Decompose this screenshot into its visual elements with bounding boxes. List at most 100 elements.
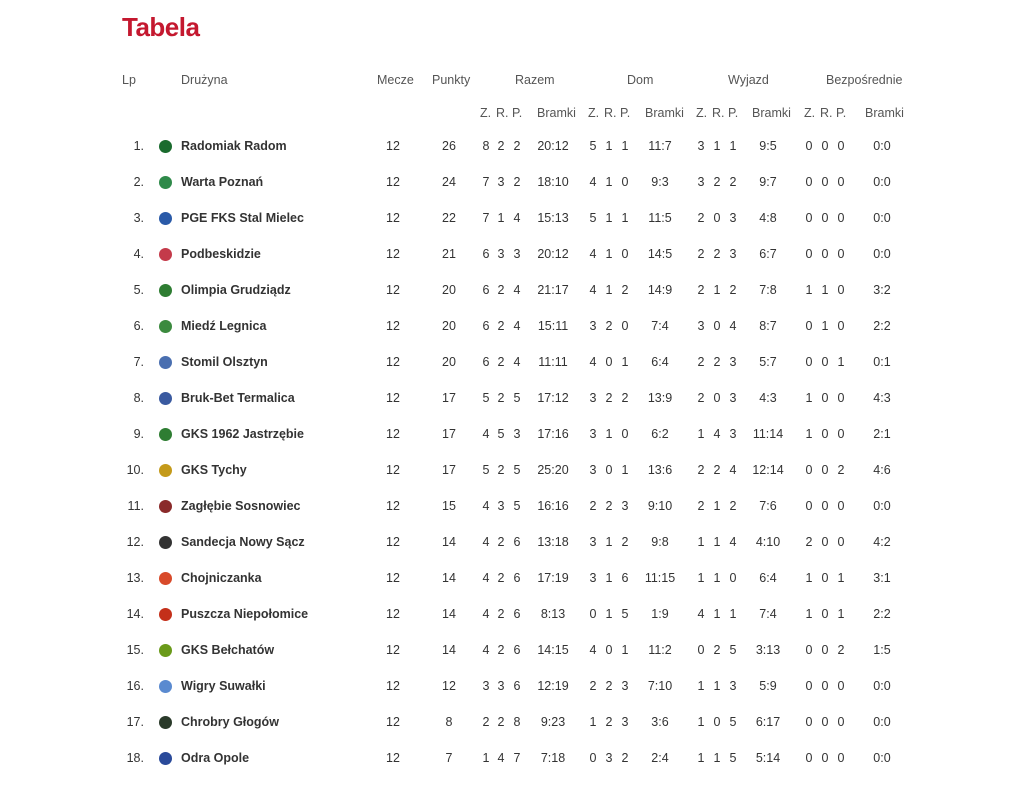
d-goals: 2:1 xyxy=(873,427,891,441)
h-draws: 1 xyxy=(605,211,613,225)
h-wins: 3 xyxy=(589,427,597,441)
h-wins: 4 xyxy=(589,643,597,657)
a-goals: 7:8 xyxy=(759,283,777,297)
a-losses: 0 xyxy=(729,571,737,585)
d-goals: 0:0 xyxy=(873,499,891,513)
table-row[interactable]: 11. Zagłębie Sosnowiec 12 15 4 3 5 16:16 2 2 3 9:10… xyxy=(0,488,1024,524)
matches-played: 12 xyxy=(386,427,400,441)
d-wins: 0 xyxy=(805,751,813,765)
h-goals: 7:4 xyxy=(651,319,669,333)
t-draws: 2 xyxy=(497,463,505,477)
t-losses: 5 xyxy=(513,499,521,513)
table-row[interactable]: 3. PGE FKS Stal Mielec 12 22 7 1 4 15:13 5 1 1 11:5… xyxy=(0,200,1024,236)
subheader-r: R. xyxy=(604,106,617,120)
table-row[interactable]: 13. Chojniczanka 12 14 4 2 6 17:19 3 1 6 11:15 1 1 0 6:… xyxy=(0,560,1024,596)
h-wins: 2 xyxy=(589,499,597,513)
table-row[interactable]: 12. Sandecja Nowy Sącz 12 14 4 2 6 13:18 3 1 2 9:8 1… xyxy=(0,524,1024,560)
team-name[interactable]: Sandecja Nowy Sącz xyxy=(181,535,305,549)
table-row[interactable]: 10. GKS Tychy 12 17 5 2 5 25:20 3 0 1 13:6 2 2 4 12:14 0… xyxy=(0,452,1024,488)
points: 17 xyxy=(442,427,456,441)
h-wins: 5 xyxy=(589,211,597,225)
points: 20 xyxy=(442,319,456,333)
team-name[interactable]: Stomil Olsztyn xyxy=(181,355,268,369)
team-name[interactable]: Miedź Legnica xyxy=(181,319,267,333)
h-losses: 0 xyxy=(621,319,629,333)
team-name[interactable]: Puszcza Niepołomice xyxy=(181,607,309,621)
t-draws: 5 xyxy=(497,427,505,441)
d-goals: 0:0 xyxy=(873,211,891,225)
matches-played: 12 xyxy=(386,175,400,189)
table-row[interactable]: 1. Radomiak Radom 12 26 8 2 2 20:12 5 1 1 11:7 3 1 1 9:… xyxy=(0,128,1024,164)
team-crest-icon xyxy=(159,680,172,693)
table-row[interactable]: 16. Wigry Suwałki 12 12 3 3 6 12:19 2 2 3 7:10 1 1 3 5:… xyxy=(0,668,1024,704)
table-row[interactable]: 14. Puszcza Niepołomice 12 14 4 2 6 8:13 0 1 5 1:9 4… xyxy=(0,596,1024,632)
d-wins: 0 xyxy=(805,679,813,693)
h-goals: 13:9 xyxy=(647,391,673,405)
h-losses: 6 xyxy=(621,571,629,585)
a-draws: 1 xyxy=(713,571,721,585)
team-name[interactable]: Wigry Suwałki xyxy=(181,679,266,693)
team-name[interactable]: Chrobry Głogów xyxy=(181,715,279,729)
matches-played: 12 xyxy=(386,355,400,369)
a-draws: 0 xyxy=(713,319,721,333)
d-losses: 0 xyxy=(837,427,845,441)
table-row[interactable]: 9. GKS 1962 Jastrzębie 12 17 4 5 3 17:16 3 1 0 6:2 1… xyxy=(0,416,1024,452)
table-row[interactable]: 5. Olimpia Grudziądz 12 20 6 2 4 21:17 4 1 2 14:9 2 1… xyxy=(0,272,1024,308)
points: 22 xyxy=(442,211,456,225)
d-goals: 4:6 xyxy=(873,463,891,477)
subheader-g: Bramki xyxy=(752,106,791,120)
t-draws: 2 xyxy=(497,643,505,657)
d-draws: 0 xyxy=(821,715,829,729)
a-wins: 2 xyxy=(697,463,705,477)
team-name[interactable]: PGE FKS Stal Mielec xyxy=(181,211,304,225)
position: 9. xyxy=(133,427,144,441)
team-name[interactable]: Odra Opole xyxy=(181,751,250,765)
points: 26 xyxy=(442,139,456,153)
table-row[interactable]: 4. Podbeskidzie 12 21 6 3 3 20:12 4 1 0 14:5 2 2 3 6:7 0… xyxy=(0,236,1024,272)
d-draws: 0 xyxy=(821,247,829,261)
table-row[interactable]: 2. Warta Poznań 12 24 7 3 2 18:10 4 1 0 9:3 3 2 2 9:7 0 0… xyxy=(0,164,1024,200)
t-goals: 13:18 xyxy=(537,535,569,549)
table-row[interactable]: 7. Stomil Olsztyn 12 20 6 2 4 11:11 4 0 1 6:4 2 2 3 5:7… xyxy=(0,344,1024,380)
team-name[interactable]: Zagłębie Sosnowiec xyxy=(181,499,301,513)
a-losses: 5 xyxy=(729,751,737,765)
table-row[interactable]: 17. Chrobry Głogów 12 8 2 2 8 9:23 1 2 3 3:6 1 0 5 6:17… xyxy=(0,704,1024,740)
t-wins: 5 xyxy=(482,463,490,477)
team-name[interactable]: GKS 1962 Jastrzębie xyxy=(181,427,304,441)
d-losses: 2 xyxy=(837,643,845,657)
t-draws: 2 xyxy=(497,355,505,369)
team-name[interactable]: Olimpia Grudziądz xyxy=(181,283,291,297)
a-losses: 1 xyxy=(729,607,737,621)
h-losses: 1 xyxy=(621,211,629,225)
d-draws: 0 xyxy=(821,679,829,693)
table-row[interactable]: 6. Miedź Legnica 12 20 6 2 4 15:11 3 2 0 7:4 3 0 4 8:7 0… xyxy=(0,308,1024,344)
d-goals: 3:1 xyxy=(873,571,891,585)
d-wins: 0 xyxy=(805,463,813,477)
team-name[interactable]: Bruk-Bet Termalica xyxy=(181,391,295,405)
team-name[interactable]: GKS Bełchatów xyxy=(181,643,275,657)
team-name[interactable]: Warta Poznań xyxy=(181,175,264,189)
h-losses: 2 xyxy=(621,283,629,297)
d-losses: 0 xyxy=(837,679,845,693)
subheader-z: Z. xyxy=(588,106,600,120)
team-name[interactable]: Podbeskidzie xyxy=(181,247,261,261)
team-name[interactable]: GKS Tychy xyxy=(181,463,247,477)
subheader-p: P. xyxy=(836,106,847,120)
t-losses: 2 xyxy=(513,139,521,153)
team-name[interactable]: Radomiak Radom xyxy=(181,139,287,153)
table-row[interactable]: 18. Odra Opole 12 7 1 4 7 7:18 0 3 2 2:4 1 1 5 5:14 0 0 0 0… xyxy=(0,740,1024,776)
table-row[interactable]: 8. Bruk-Bet Termalica 12 17 5 2 5 17:12 3 2 2 13:9 2… xyxy=(0,380,1024,416)
a-wins: 1 xyxy=(697,571,705,585)
t-goals: 17:19 xyxy=(537,571,569,585)
d-wins: 1 xyxy=(805,283,813,297)
d-draws: 0 xyxy=(821,355,829,369)
h-losses: 2 xyxy=(621,535,629,549)
table-row[interactable]: 15. GKS Bełchatów 12 14 4 2 6 14:15 4 0 1 11:2 0 2 5 3:… xyxy=(0,632,1024,668)
d-wins: 1 xyxy=(805,571,813,585)
team-crest-icon xyxy=(159,212,172,225)
a-wins: 1 xyxy=(697,715,705,729)
h-wins: 4 xyxy=(589,175,597,189)
team-name[interactable]: Chojniczanka xyxy=(181,571,262,585)
h-goals: 2:4 xyxy=(651,751,669,765)
t-draws: 3 xyxy=(497,679,505,693)
